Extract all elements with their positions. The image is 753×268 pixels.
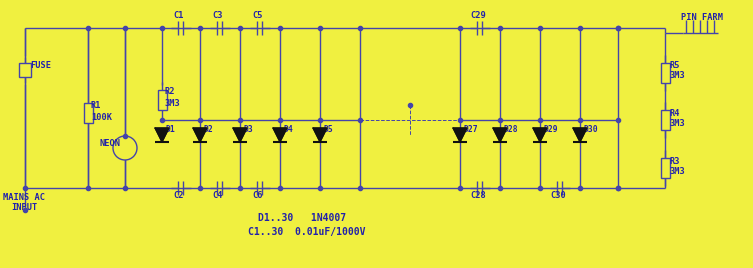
Text: D2: D2 xyxy=(204,125,214,135)
Text: 3M3: 3M3 xyxy=(165,99,181,107)
Bar xyxy=(661,158,670,178)
Text: C6: C6 xyxy=(252,192,263,200)
Text: C2: C2 xyxy=(173,192,184,200)
Text: D1: D1 xyxy=(166,125,175,135)
Bar xyxy=(661,63,670,83)
Polygon shape xyxy=(313,128,327,142)
Polygon shape xyxy=(155,128,169,142)
Text: D28: D28 xyxy=(504,125,519,135)
Bar xyxy=(84,103,93,123)
Text: 3M3: 3M3 xyxy=(670,72,686,80)
Text: D27: D27 xyxy=(464,125,479,135)
Polygon shape xyxy=(233,128,247,142)
Bar xyxy=(158,90,167,110)
Bar xyxy=(19,63,31,77)
Text: C5: C5 xyxy=(252,10,263,20)
Text: 100K: 100K xyxy=(91,113,112,121)
Text: NEON: NEON xyxy=(100,140,121,148)
Circle shape xyxy=(113,136,137,160)
Text: D5: D5 xyxy=(324,125,334,135)
Text: C4: C4 xyxy=(212,192,222,200)
Text: D1..30   1N4007: D1..30 1N4007 xyxy=(258,213,346,223)
Text: D29: D29 xyxy=(544,125,559,135)
Text: R3: R3 xyxy=(670,157,681,166)
Text: 3M3: 3M3 xyxy=(670,118,686,128)
Text: R2: R2 xyxy=(165,87,175,96)
Text: PIN FARM: PIN FARM xyxy=(681,13,723,23)
Text: R1: R1 xyxy=(91,102,102,110)
Text: C28: C28 xyxy=(470,192,486,200)
Text: C29: C29 xyxy=(470,10,486,20)
Text: D3: D3 xyxy=(244,125,254,135)
Bar xyxy=(661,110,670,130)
Polygon shape xyxy=(193,128,207,142)
Text: R4: R4 xyxy=(670,109,681,117)
Polygon shape xyxy=(453,128,467,142)
Polygon shape xyxy=(493,128,507,142)
Text: MAINS AC: MAINS AC xyxy=(3,193,45,203)
Text: R5: R5 xyxy=(670,61,681,70)
Text: INPUT: INPUT xyxy=(11,203,37,213)
Polygon shape xyxy=(273,128,287,142)
Text: D30: D30 xyxy=(584,125,599,135)
Polygon shape xyxy=(533,128,547,142)
Text: 3M3: 3M3 xyxy=(670,166,686,176)
Text: FUSE: FUSE xyxy=(30,61,51,69)
Text: D4: D4 xyxy=(284,125,294,135)
Text: C1: C1 xyxy=(173,10,184,20)
Text: C1..30  0.01uF/1000V: C1..30 0.01uF/1000V xyxy=(248,227,365,237)
Text: C30: C30 xyxy=(550,192,566,200)
Polygon shape xyxy=(573,128,587,142)
Text: C3: C3 xyxy=(212,10,222,20)
